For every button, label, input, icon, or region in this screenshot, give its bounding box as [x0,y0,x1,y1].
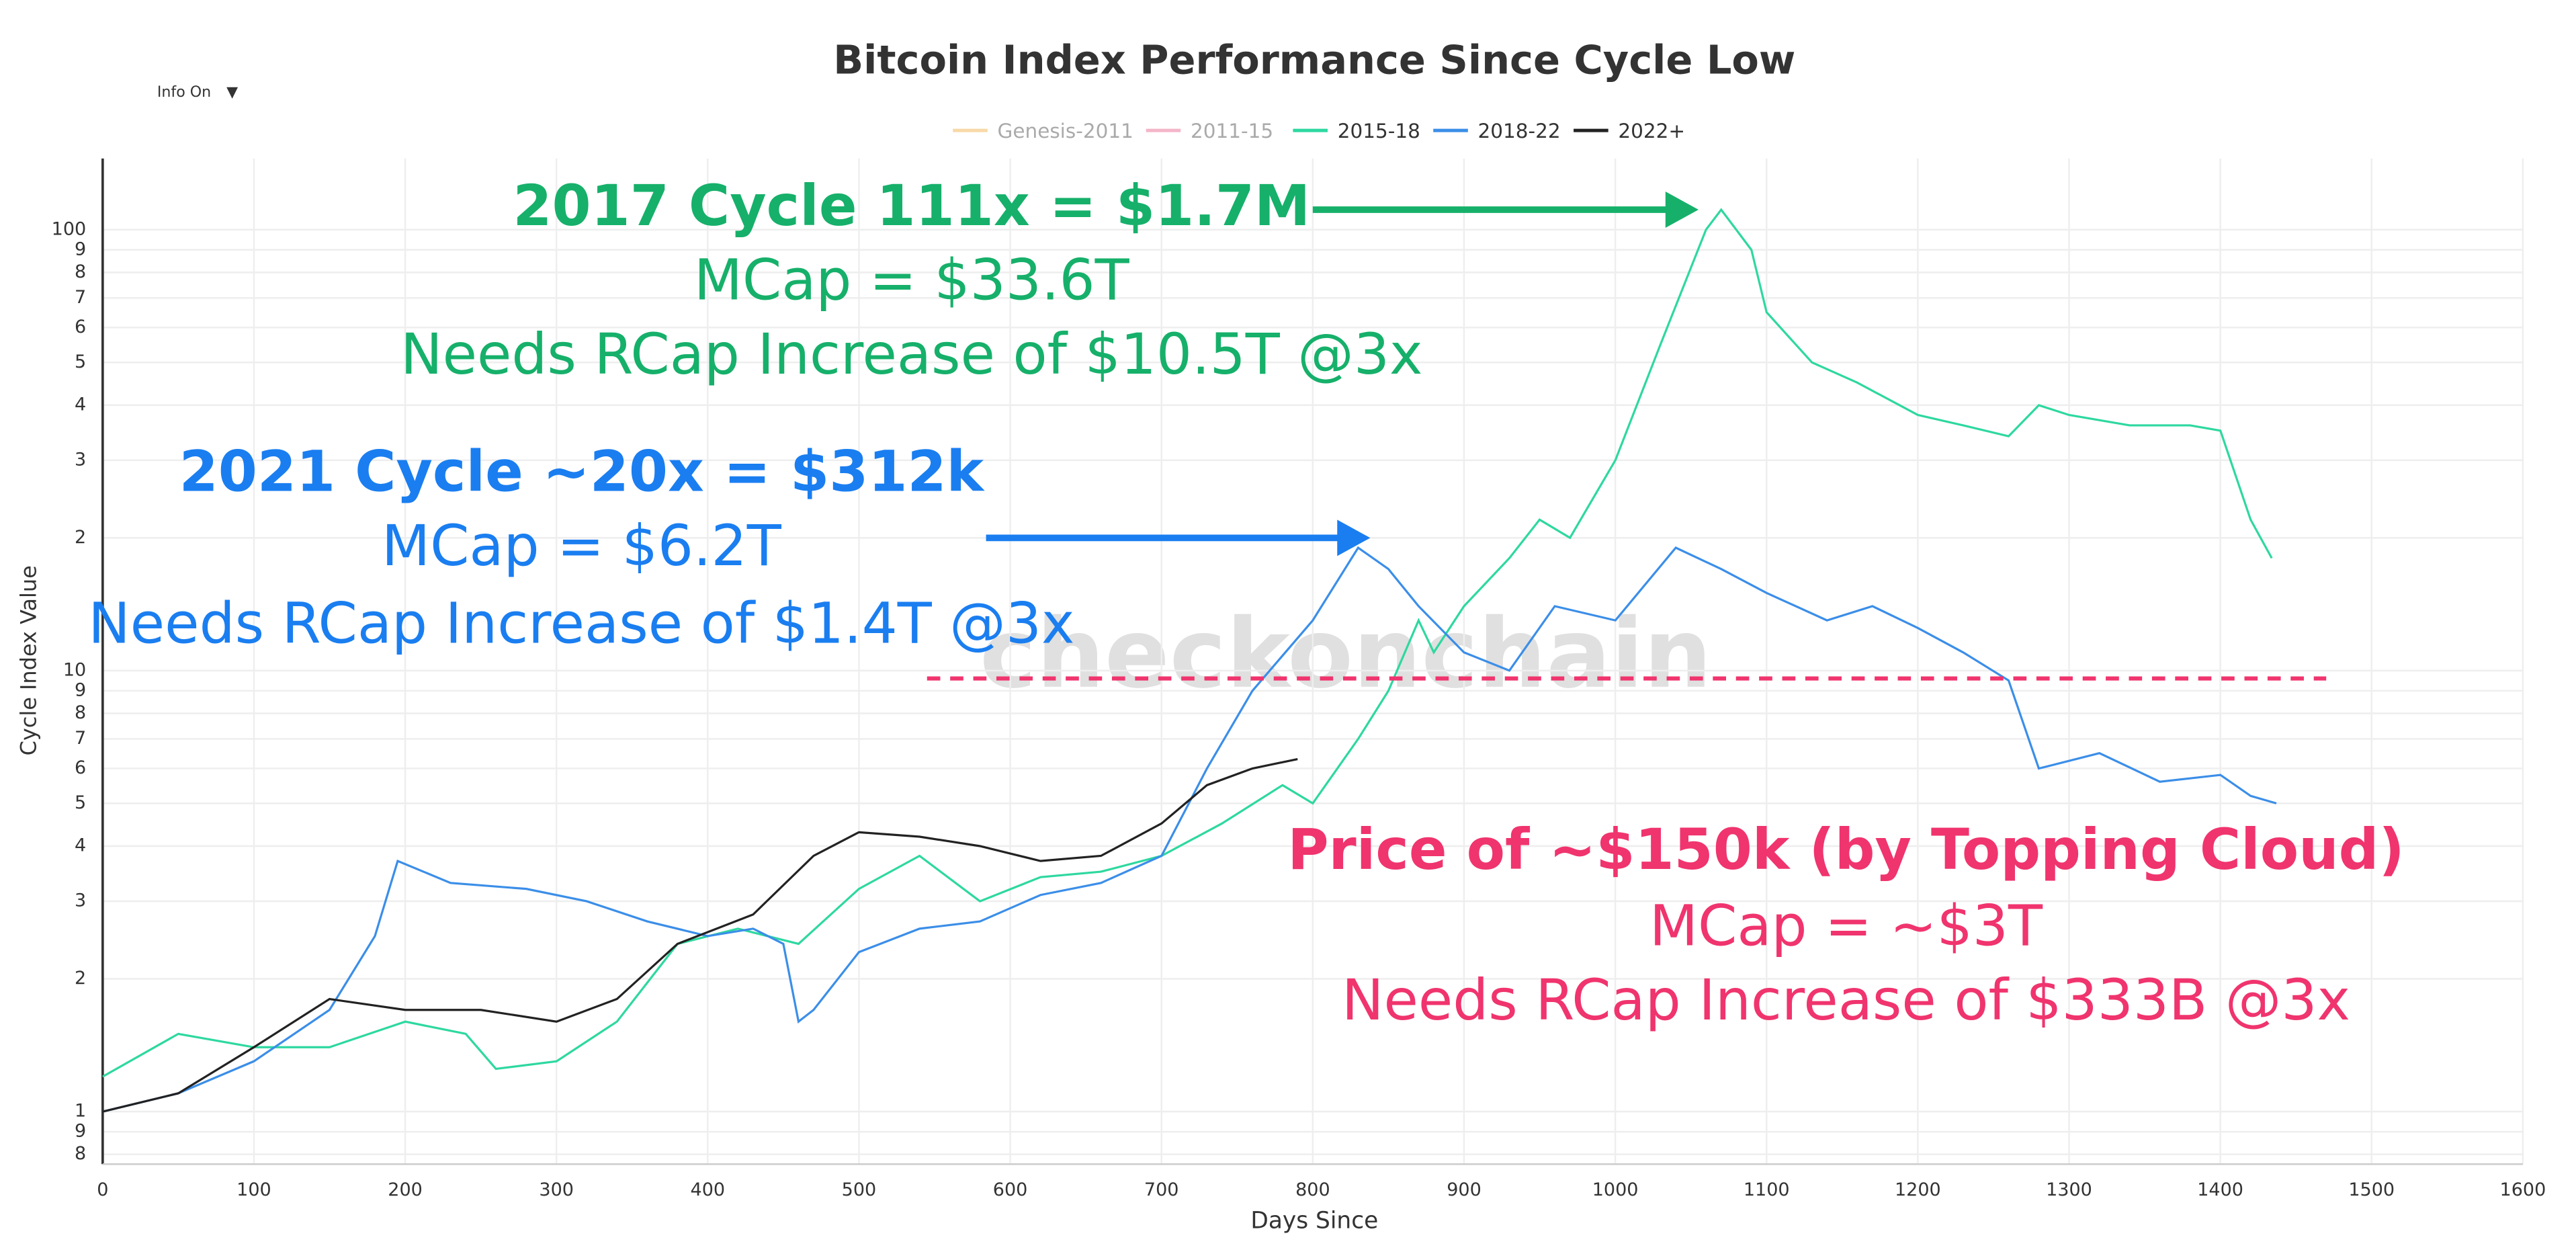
y-tick-label: 2 [75,968,86,989]
y-tick-label: 7 [75,728,86,749]
y-axis-title: Cycle Index Value [16,565,42,755]
x-axis-title: Days Since [1250,1208,1378,1235]
arrow-head [1337,519,1371,556]
series-line [102,757,1298,1113]
annotation-line: Needs RCap Increase of $333B @3x [1342,967,2350,1033]
annotation-line: Needs RCap Increase of $10.5T @3x [400,321,1422,387]
y-tick-label: 9 [75,1121,86,1142]
x-tick-label: 0 [97,1179,108,1200]
y-tick-label: 8 [75,702,86,723]
x-tick-label: 1500 [2348,1179,2395,1200]
series-line [102,546,2277,1113]
chart-title: Bitcoin Index Performance Since Cycle Lo… [833,36,1795,83]
y-tick-label: 8 [75,261,86,282]
dropdown-arrow[interactable]: ▼ [226,83,238,101]
y-tick-label: 100 [52,218,87,239]
y-tick-label: 1 [75,1101,86,1122]
y-tick-label: 9 [75,239,86,259]
x-tick-label: 700 [1144,1179,1179,1200]
watermark: checkonchain [980,598,1712,710]
y-tick-label: 2 [75,527,86,548]
annotation-headline: 2017 Cycle 111x = $1.7M [513,173,1310,239]
x-tick-label: 300 [539,1179,574,1200]
legend-label: 2015-18 [1338,120,1420,142]
y-tick-label: 7 [75,287,86,308]
y-tick-label: 4 [75,835,86,856]
legend-label: 2022+ [1618,120,1685,142]
x-tick-label: 1600 [2500,1179,2546,1200]
annotation-line: MCap = $33.6T [694,247,1130,313]
y-tick-label: 3 [75,890,86,911]
x-tick-label: 800 [1295,1179,1330,1200]
x-tick-label: 1000 [1592,1179,1639,1200]
annotation-headline: 2021 Cycle ~20x = $312k [179,439,986,505]
x-tick-label: 1200 [1895,1179,1941,1200]
y-tick-label: 5 [75,792,86,813]
y-tick-label: 3 [75,449,86,470]
x-tick-label: 100 [237,1179,271,1200]
y-tick-label: 10 [63,659,86,680]
legend-label: 2011-15 [1191,120,1273,142]
y-tick-label: 9 [75,679,86,700]
annotation-line: MCap = ~$3T [1649,892,2043,958]
annotation-line: Needs RCap Increase of $1.4T @3x [88,591,1074,657]
annotation-headline: Price of ~$150k (by Topping Cloud) [1287,817,2404,882]
x-tick-label: 400 [691,1179,726,1200]
legend-label: 2018-22 [1478,120,1561,142]
annotation-line: MCap = $6.2T [382,513,782,579]
arrow-head [1665,191,1699,228]
legend-label: Genesis-2011 [998,120,1133,142]
x-tick-label: 900 [1447,1179,1482,1200]
x-tick-label: 1300 [2046,1179,2092,1200]
x-tick-label: 200 [388,1179,423,1200]
x-tick-label: 500 [842,1179,877,1200]
y-tick-label: 8 [75,1143,86,1164]
series-line [102,208,2273,1078]
x-tick-label: 600 [993,1179,1028,1200]
x-tick-label: 1400 [2197,1179,2243,1200]
y-tick-label: 6 [75,757,86,778]
y-tick-label: 5 [75,351,86,372]
y-tick-label: 4 [75,394,86,415]
y-tick-label: 6 [75,317,86,337]
x-tick-label: 1100 [1744,1179,1790,1200]
dropdown-label[interactable]: Info On [157,83,211,101]
